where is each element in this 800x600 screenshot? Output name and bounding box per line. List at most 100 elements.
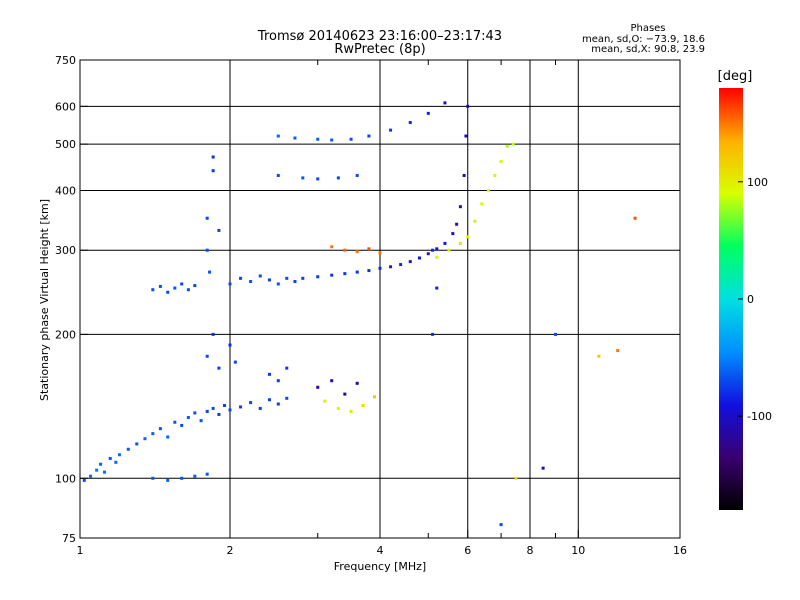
data-point <box>166 290 170 294</box>
data-point <box>249 280 253 284</box>
data-point <box>211 406 215 410</box>
stats-heading: Phases <box>630 23 665 34</box>
data-point <box>464 134 468 138</box>
data-point <box>89 474 93 478</box>
data-point <box>633 216 637 220</box>
y-tick-label: 400 <box>55 184 76 197</box>
y-tick-label: 75 <box>62 532 76 545</box>
data-point <box>103 470 107 474</box>
data-point <box>431 248 435 252</box>
data-point <box>239 276 243 280</box>
data-point <box>186 288 190 292</box>
colorbar-label: [deg] <box>718 69 753 84</box>
data-point <box>258 274 262 278</box>
data-point <box>151 288 155 292</box>
data-point <box>447 248 451 252</box>
data-point <box>180 423 184 427</box>
data-point <box>186 416 190 420</box>
data-point <box>408 260 412 264</box>
data-point <box>228 408 232 412</box>
data-point <box>389 128 393 132</box>
data-point <box>323 399 327 403</box>
x-tick-label: 8 <box>527 544 534 557</box>
data-point <box>180 476 184 480</box>
data-point <box>373 395 377 399</box>
data-point <box>514 476 518 480</box>
data-point <box>553 332 557 336</box>
data-point <box>330 245 334 249</box>
data-point <box>361 403 365 407</box>
data-point <box>166 435 170 439</box>
data-point <box>82 478 86 482</box>
data-point <box>389 265 393 269</box>
colorbar-tick-label: 0 <box>747 293 754 306</box>
data-point <box>114 460 118 464</box>
data-point <box>99 462 103 466</box>
y-tick-label: 750 <box>55 54 76 67</box>
plot-area: 1 2 4 6 8 10 16 75 100 200 300 400 500 600 750 <box>55 54 687 557</box>
y-tick-label: 600 <box>55 100 76 113</box>
data-point <box>343 272 347 276</box>
data-point <box>228 343 232 347</box>
data-point <box>443 101 447 105</box>
data-point <box>355 381 359 385</box>
data-point <box>135 442 139 446</box>
data-point <box>158 427 162 431</box>
data-point <box>180 282 184 286</box>
y-tick-label: 300 <box>55 244 76 257</box>
data-point <box>258 406 262 410</box>
data-point <box>505 144 509 148</box>
chart-title: Tromsø 20140623 23:16:00–23:17:43 <box>257 29 502 44</box>
x-tick-label: 2 <box>227 544 234 557</box>
data-point <box>293 280 297 284</box>
data-point <box>431 332 435 336</box>
chart-subtitle: RwPretec (8p) <box>334 42 425 57</box>
data-point <box>343 248 347 252</box>
data-point <box>199 419 203 423</box>
data-point <box>435 255 439 259</box>
data-point <box>285 396 289 400</box>
data-point <box>211 332 215 336</box>
data-point <box>267 398 271 402</box>
data-point <box>316 275 320 279</box>
data-point <box>158 284 162 288</box>
data-point <box>239 405 243 409</box>
data-point <box>458 205 462 209</box>
data-point <box>267 372 271 376</box>
data-point <box>211 169 215 173</box>
data-point <box>223 403 227 407</box>
data-point <box>193 284 197 288</box>
data-point <box>249 401 253 405</box>
stats-line-x: mean, sd,X: 90.8, 23.9 <box>591 44 705 55</box>
data-point <box>616 349 620 353</box>
y-axis-label: Stationary phase Virtual Height [km] <box>38 199 51 401</box>
data-point <box>473 219 477 223</box>
data-point <box>399 263 403 267</box>
data-point <box>451 232 455 236</box>
data-point <box>276 134 280 138</box>
y-tick-label: 100 <box>55 472 76 485</box>
data-point <box>217 412 221 416</box>
data-point <box>301 176 305 180</box>
data-point <box>330 273 334 277</box>
data-point <box>173 420 177 424</box>
data-point <box>217 366 221 370</box>
x-tick-label: 6 <box>464 544 471 557</box>
data-point <box>276 282 280 286</box>
data-point <box>173 286 177 290</box>
data-point <box>233 360 237 364</box>
data-point <box>336 406 340 410</box>
data-point <box>316 177 320 181</box>
x-tick-label: 10 <box>571 544 585 557</box>
data-point <box>330 138 334 142</box>
data-point <box>228 282 232 286</box>
data-point <box>355 250 359 254</box>
data-point <box>95 468 99 472</box>
x-tick-label: 4 <box>377 544 384 557</box>
data-point <box>316 137 320 141</box>
data-point <box>166 478 170 482</box>
data-point <box>462 173 466 177</box>
data-point <box>541 466 545 470</box>
data-point <box>108 456 112 460</box>
data-point <box>205 472 209 476</box>
